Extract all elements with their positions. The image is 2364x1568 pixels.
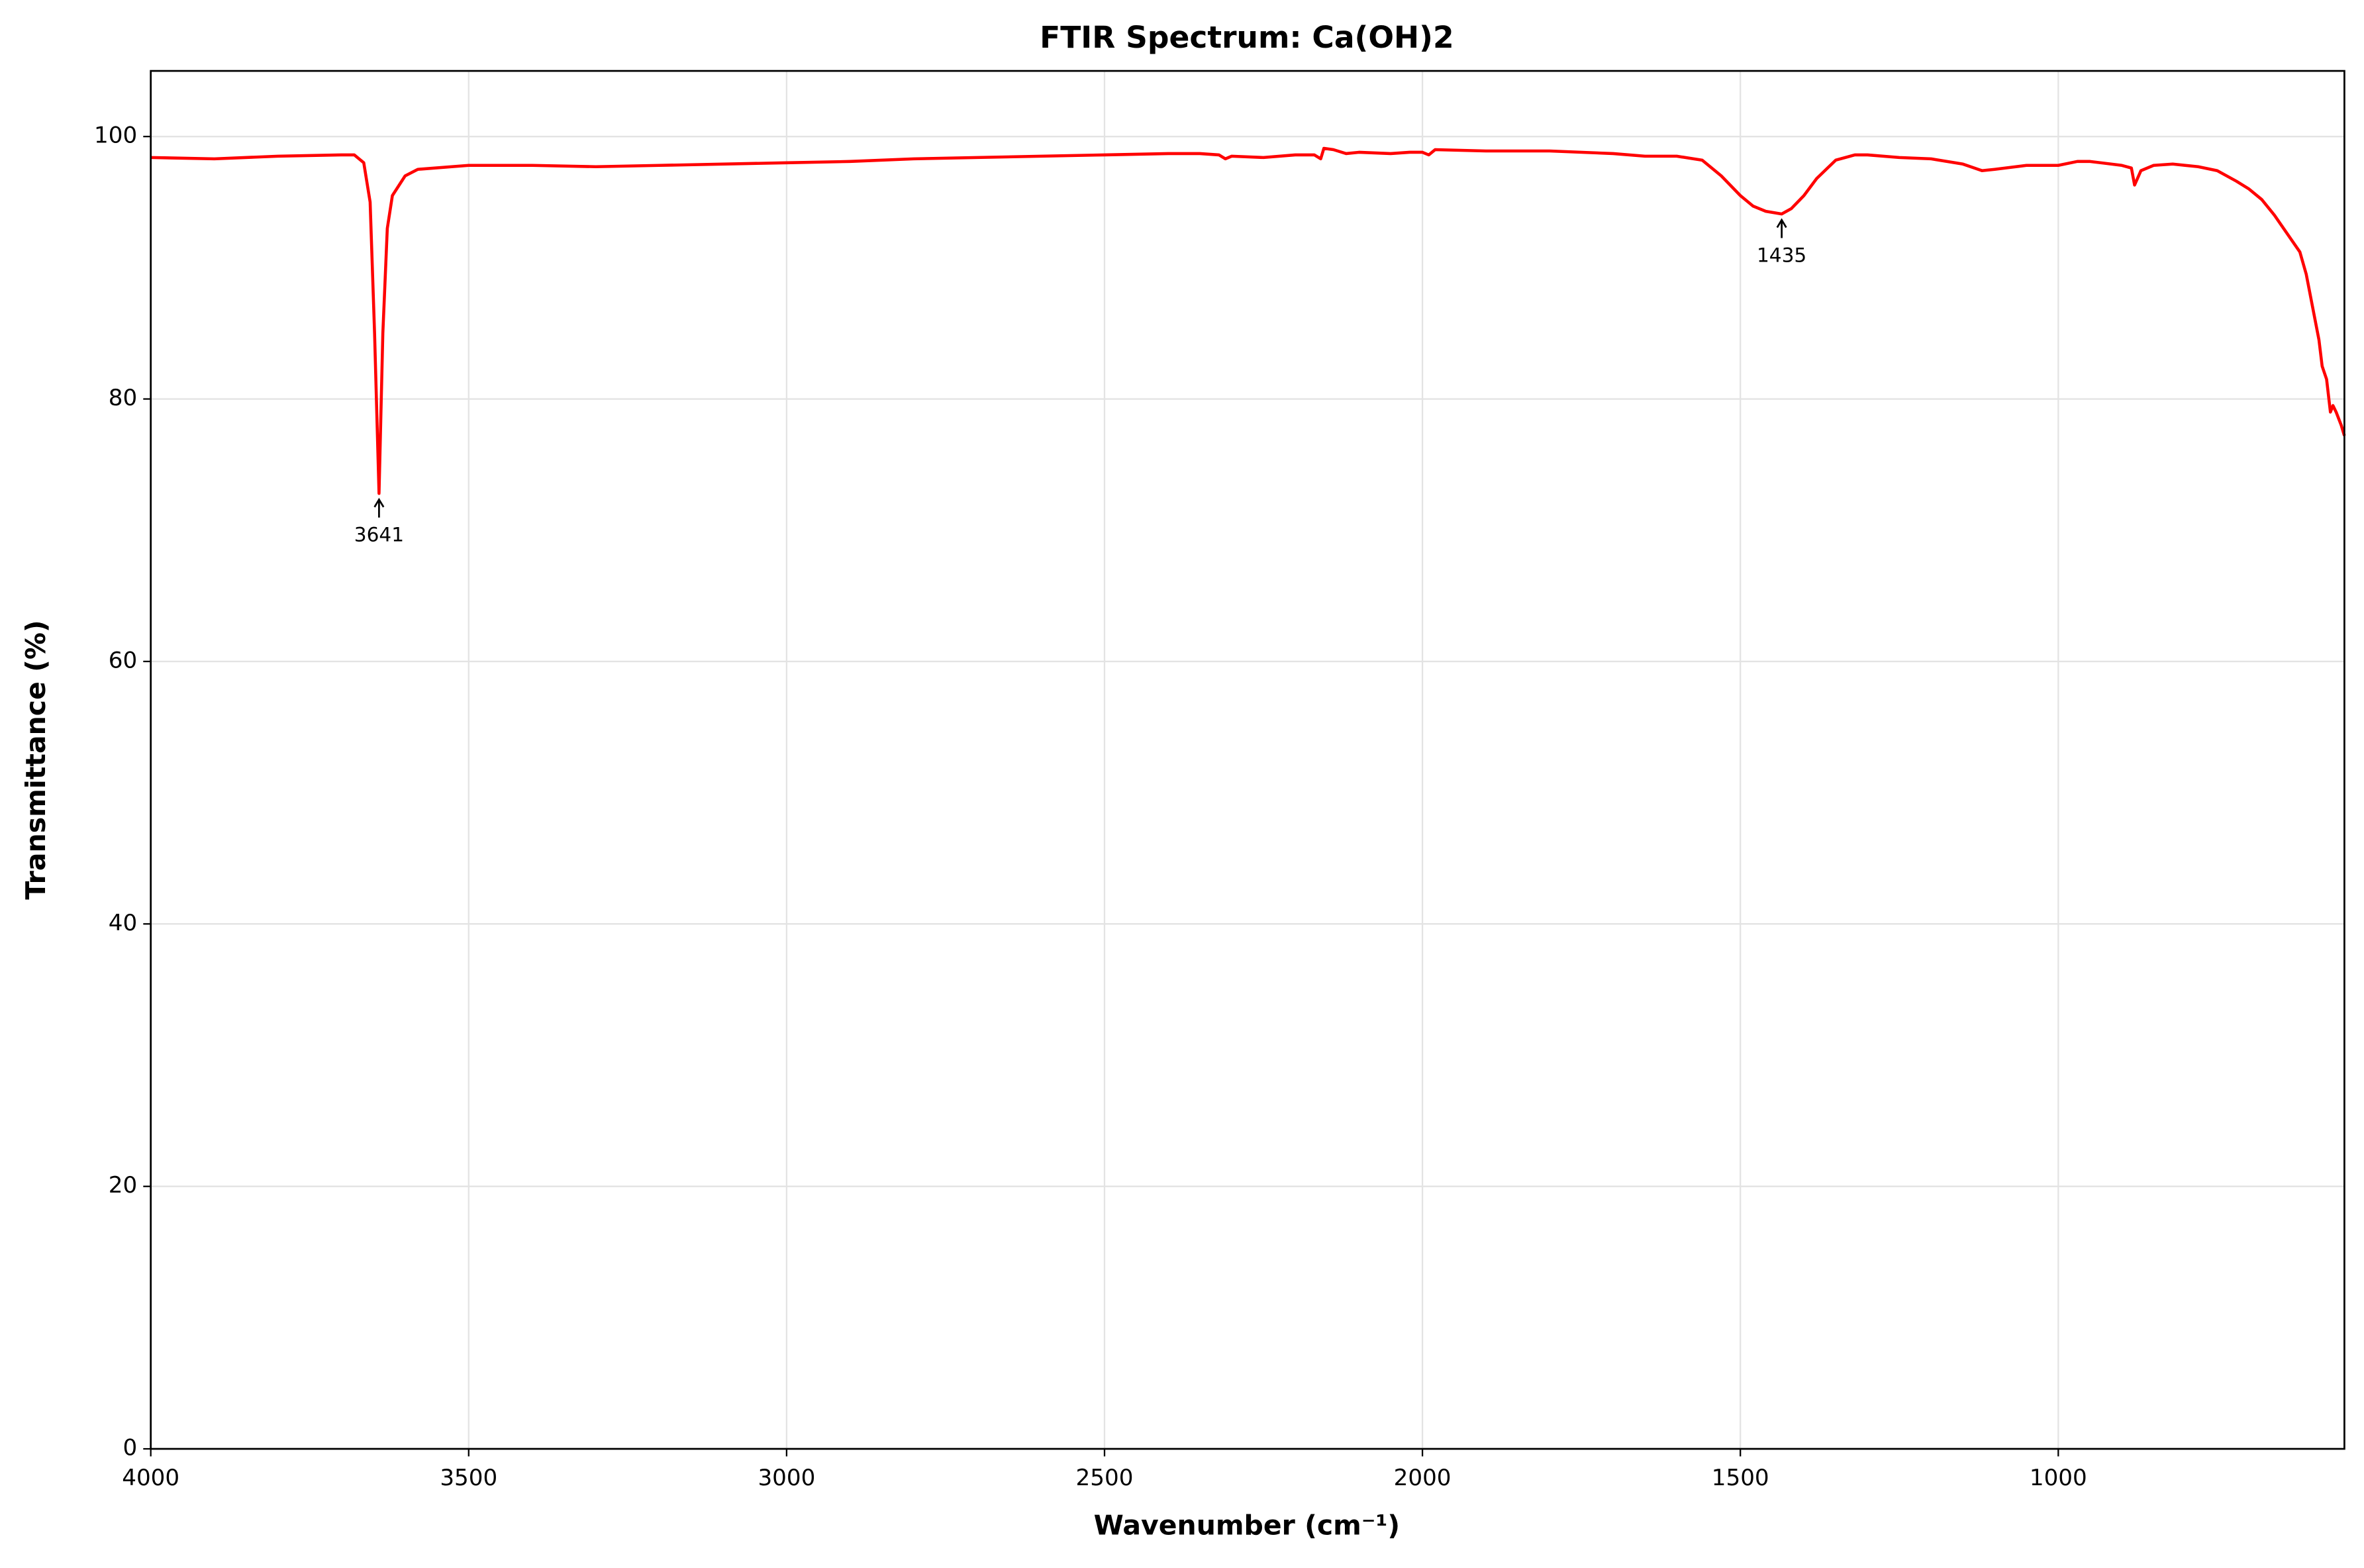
chart-title: FTIR Spectrum: Ca(OH)2 (1040, 20, 1453, 55)
annotation-label: 3641 (354, 523, 404, 546)
x-tick-label: 4000 (122, 1465, 179, 1491)
y-tick-label: 60 (109, 647, 137, 673)
x-tick-label: 3500 (440, 1465, 497, 1491)
y-tick-label: 0 (123, 1435, 137, 1461)
y-tick-label: 40 (109, 910, 137, 936)
x-tick-label: 2500 (1076, 1465, 1134, 1491)
x-tick-label: 1500 (1712, 1465, 1769, 1491)
plot-frame (150, 70, 2345, 1450)
y-tick-label: 100 (94, 122, 137, 149)
x-tick-label: 2000 (1394, 1465, 1452, 1491)
x-tick-label: 1000 (2030, 1465, 2087, 1491)
y-tick-label: 80 (109, 385, 137, 411)
y-axis-label: Transmittance (%) (20, 620, 52, 899)
y-tick-label: 20 (109, 1172, 137, 1199)
x-axis-label: Wavenumber (cm⁻¹) (1094, 1509, 1400, 1541)
x-tick-label: 3000 (758, 1465, 815, 1491)
annotation-label: 1435 (1757, 244, 1806, 266)
annotation-arrow (373, 497, 385, 518)
spectrum-line (150, 146, 2346, 495)
annotation-arrow (1776, 218, 1787, 238)
